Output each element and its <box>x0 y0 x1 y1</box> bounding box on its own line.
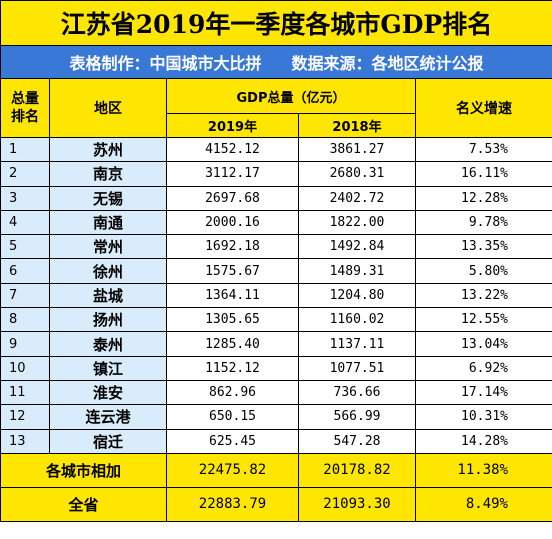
header-rank: 总量 排名 <box>0 78 50 138</box>
growth-cell: 6.92% <box>415 355 552 381</box>
summary-growth-cell: 11.38% <box>415 452 552 488</box>
rank-cell: 13 <box>0 428 50 454</box>
table-row: 4 南通 2000.16 1822.00 9.78% <box>0 209 552 236</box>
table-row: 7 盐城 1364.11 1204.80 13.22% <box>0 282 552 309</box>
rank-cell: 7 <box>0 282 50 309</box>
gdp-2018-cell: 547.28 <box>298 428 416 454</box>
gdp-2018-cell: 566.99 <box>298 404 416 430</box>
table-row: 1 苏州 4152.12 3861.27 7.53% <box>0 136 552 163</box>
region-cell: 南京 <box>49 161 167 187</box>
gdp-2019-cell: 1692.18 <box>166 234 299 260</box>
summary-2019-cell: 22475.82 <box>166 452 299 488</box>
table-row: 11 淮安 862.96 736.66 17.14% <box>0 379 552 406</box>
header-year-2019: 2019年 <box>166 113 299 138</box>
region-cell: 泰州 <box>49 331 167 357</box>
summary-label: 各城市相加 <box>0 452 167 488</box>
growth-cell: 14.28% <box>415 428 552 454</box>
region-cell: 南通 <box>49 209 167 236</box>
growth-cell: 17.14% <box>415 379 552 406</box>
table-row: 5 常州 1692.18 1492.84 13.35% <box>0 234 552 260</box>
rank-cell: 4 <box>0 209 50 236</box>
gdp-2019-cell: 1152.12 <box>166 355 299 381</box>
rank-cell: 1 <box>0 136 50 163</box>
gdp-2019-cell: 1285.40 <box>166 331 299 357</box>
rank-cell: 5 <box>0 234 50 260</box>
summary-row: 各城市相加 22475.82 20178.82 11.38% <box>0 452 552 488</box>
region-cell: 淮安 <box>49 379 167 406</box>
summary-label: 全省 <box>0 486 167 522</box>
gdp-2018-cell: 2680.31 <box>298 161 416 187</box>
table-row: 10 镇江 1152.12 1077.51 6.92% <box>0 355 552 381</box>
table-row: 9 泰州 1285.40 1137.11 13.04% <box>0 331 552 357</box>
header-year-2018: 2018年 <box>298 113 416 138</box>
gdp-2019-cell: 2000.16 <box>166 209 299 236</box>
rank-cell: 3 <box>0 185 50 211</box>
growth-cell: 13.04% <box>415 331 552 357</box>
gdp-2018-cell: 736.66 <box>298 379 416 406</box>
rank-cell: 12 <box>0 404 50 430</box>
header-gdp: GDP总量（亿元） <box>166 78 416 114</box>
rank-cell: 10 <box>0 355 50 381</box>
gdp-2018-cell: 1489.31 <box>298 258 416 284</box>
gdp-2019-cell: 1305.65 <box>166 307 299 333</box>
summary-2019-cell: 22883.79 <box>166 486 299 522</box>
table-maker-text: 表格制作：中国城市大比拼 <box>69 54 262 73</box>
growth-cell: 9.78% <box>415 209 552 236</box>
table-row: 13 宿迁 625.45 547.28 14.28% <box>0 428 552 454</box>
rank-cell: 11 <box>0 379 50 406</box>
source-bar: 表格制作：中国城市大比拼 数据来源：各地区统计公报 <box>0 45 552 79</box>
gdp-2019-cell: 4152.12 <box>166 136 299 163</box>
data-source-text: 数据来源：各地区统计公报 <box>291 54 484 73</box>
gdp-2018-cell: 1492.84 <box>298 234 416 260</box>
growth-cell: 7.53% <box>415 136 552 163</box>
growth-cell: 16.11% <box>415 161 552 187</box>
growth-cell: 13.22% <box>415 282 552 309</box>
region-cell: 徐州 <box>49 258 167 284</box>
region-cell: 常州 <box>49 234 167 260</box>
gdp-ranking-table: 江苏省2019年一季度各城市GDP排名 表格制作：中国城市大比拼 数据来源：各地区… <box>0 0 552 522</box>
growth-cell: 5.80% <box>415 258 552 284</box>
gdp-2018-cell: 1137.11 <box>298 331 416 357</box>
gdp-2018-cell: 1160.02 <box>298 307 416 333</box>
rank-cell: 8 <box>0 307 50 333</box>
gdp-2019-cell: 625.45 <box>166 428 299 454</box>
summary-row: 全省 22883.79 21093.30 8.49% <box>0 486 552 522</box>
table-row: 12 连云港 650.15 566.99 10.31% <box>0 404 552 430</box>
gdp-2019-cell: 1575.67 <box>166 258 299 284</box>
region-cell: 无锡 <box>49 185 167 211</box>
gdp-2019-cell: 862.96 <box>166 379 299 406</box>
region-cell: 盐城 <box>49 282 167 309</box>
gdp-2019-cell: 3112.17 <box>166 161 299 187</box>
page-title: 江苏省2019年一季度各城市GDP排名 <box>0 0 552 46</box>
region-cell: 宿迁 <box>49 428 167 454</box>
growth-cell: 12.28% <box>415 185 552 211</box>
summary-2018-cell: 20178.82 <box>298 452 416 488</box>
header-growth: 名义增速 <box>415 78 552 138</box>
header-region: 地区 <box>49 78 167 138</box>
gdp-2018-cell: 2402.72 <box>298 185 416 211</box>
gdp-2019-cell: 1364.11 <box>166 282 299 309</box>
summary-growth-cell: 8.49% <box>415 486 552 522</box>
gdp-2019-cell: 650.15 <box>166 404 299 430</box>
growth-cell: 12.55% <box>415 307 552 333</box>
gdp-2018-cell: 3861.27 <box>298 136 416 163</box>
region-cell: 苏州 <box>49 136 167 163</box>
table-row: 6 徐州 1575.67 1489.31 5.80% <box>0 258 552 284</box>
summary-2018-cell: 21093.30 <box>298 486 416 522</box>
gdp-2018-cell: 1204.80 <box>298 282 416 309</box>
growth-cell: 13.35% <box>415 234 552 260</box>
rank-cell: 6 <box>0 258 50 284</box>
gdp-2019-cell: 2697.68 <box>166 185 299 211</box>
growth-cell: 10.31% <box>415 404 552 430</box>
table-row: 2 南京 3112.17 2680.31 16.11% <box>0 161 552 187</box>
rank-cell: 9 <box>0 331 50 357</box>
table-row: 8 扬州 1305.65 1160.02 12.55% <box>0 307 552 333</box>
table-row: 3 无锡 2697.68 2402.72 12.28% <box>0 185 552 211</box>
rank-cell: 2 <box>0 161 50 187</box>
region-cell: 连云港 <box>49 404 167 430</box>
gdp-2018-cell: 1077.51 <box>298 355 416 381</box>
region-cell: 镇江 <box>49 355 167 381</box>
region-cell: 扬州 <box>49 307 167 333</box>
gdp-2018-cell: 1822.00 <box>298 209 416 236</box>
